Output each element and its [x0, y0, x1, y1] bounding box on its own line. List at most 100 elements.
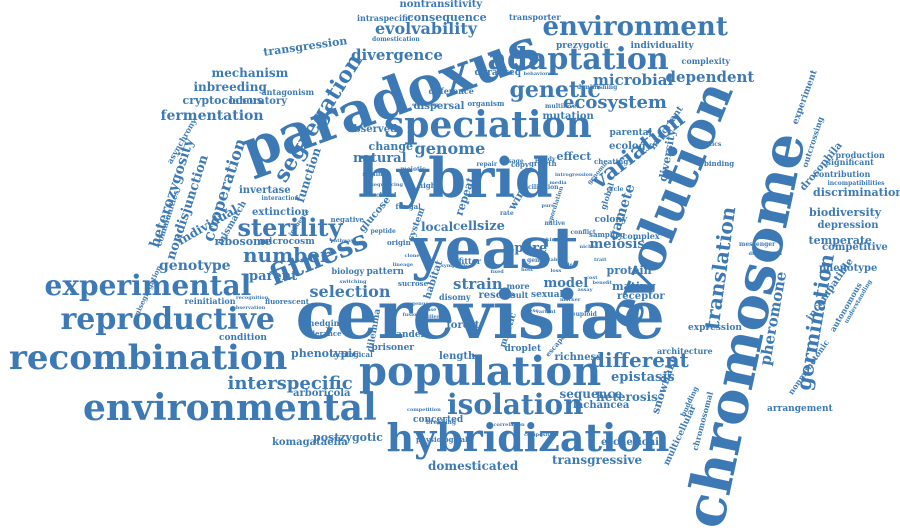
word-environmental: environmental	[83, 387, 377, 429]
word-genome: genome	[414, 139, 486, 158]
word-fixed: fixed	[490, 268, 504, 275]
word-komagataella: komagataella	[272, 437, 348, 448]
word-yeast: yeast	[411, 214, 579, 282]
word-significant: significant	[826, 157, 874, 167]
word-richness: richness	[554, 352, 602, 363]
word-selection: selection	[309, 282, 391, 301]
word-sampling: sampling	[589, 229, 626, 239]
word-escherichia: escherichia	[601, 437, 666, 448]
word-rate: rate	[500, 210, 514, 217]
word-cycle: cycle	[606, 186, 624, 193]
word-transporter: transporter	[509, 12, 561, 22]
word-recombination: recombination	[9, 338, 288, 378]
word-breaking: breaking	[426, 419, 457, 426]
word-clonal: clonal	[376, 192, 397, 199]
word-cost: cost	[586, 274, 598, 281]
word-reinitiation: reinitiation	[184, 296, 236, 306]
word-architecture: architecture	[657, 346, 713, 356]
word-native: native	[544, 220, 566, 227]
word-ploidy: ploidy	[535, 156, 556, 163]
word-natural: natural	[353, 150, 407, 166]
word-fermentation: fermentation	[160, 108, 264, 124]
word-interaction: interaction	[261, 195, 299, 202]
word-media: media	[549, 179, 567, 186]
word-trait: trait	[594, 256, 607, 263]
word-origin: origin	[387, 237, 411, 247]
word-microcosm: microcosm	[259, 236, 315, 247]
word-biology: biology	[331, 266, 365, 276]
word-conflict: conflict	[570, 229, 596, 236]
word-microbial: microbial	[593, 70, 674, 89]
word-concerted: concerted	[413, 414, 464, 425]
word-fitter: fitter	[458, 256, 482, 266]
word-benefit: benefit	[592, 279, 612, 286]
word-ecological: ecological	[333, 349, 373, 359]
word-colony: colony	[594, 214, 628, 225]
word-nontransitivity: nontransitivity	[399, 0, 483, 10]
word-rescue: rescue	[478, 290, 516, 301]
word-phase: phase	[420, 306, 437, 313]
word-gene: gene	[527, 257, 544, 264]
word-prisoner: prisoner	[371, 342, 415, 353]
word-hybrid: hybrid	[357, 146, 553, 210]
word-diminishing: diminishing	[577, 84, 618, 91]
word-sterility: sterility	[237, 213, 343, 242]
word-genetic: genetic	[509, 77, 601, 103]
word-tolerance: tolerance	[304, 328, 342, 338]
word-epistasis: epistasis	[611, 369, 675, 385]
word-phenotypic: phenotypic	[291, 346, 360, 360]
word-variant: variant	[536, 308, 556, 315]
word-multilevel: multilevel	[545, 103, 579, 110]
word-domesticated: domesticated	[428, 459, 519, 473]
word-peptide: peptide	[370, 228, 396, 235]
word-strain: strain	[453, 274, 503, 293]
word-isolation: isolation	[447, 388, 584, 421]
word-aneuploid: aneuploid	[563, 311, 597, 318]
word-meiosis: meiosis	[589, 236, 645, 252]
word-divergence: divergence	[351, 45, 443, 64]
word-stable: stable	[545, 256, 563, 263]
word-high: high	[418, 180, 436, 190]
word-protein: protein	[606, 263, 652, 277]
word-model: model	[543, 275, 589, 291]
word-change: change	[368, 139, 414, 153]
word-sequencing: sequencing	[371, 181, 404, 188]
word-sympatric: sympatric	[441, 262, 469, 269]
word-reproductive: reproductive	[60, 302, 276, 337]
word-local: local	[421, 220, 454, 234]
word-transgressive: transgressive	[552, 453, 643, 467]
word-repair: repair	[476, 161, 498, 168]
word-genus: genus	[411, 300, 429, 307]
word-receptor: receptor	[617, 291, 665, 302]
word-speciation: speciation	[384, 104, 592, 146]
word-sexual: sexual	[531, 289, 563, 300]
word-postzygotic: postzygotic	[313, 430, 383, 444]
word-messenger: messenger	[739, 241, 776, 248]
word-population: population	[359, 348, 602, 395]
word-production: production	[835, 150, 885, 160]
word-introgression: introgression	[555, 171, 593, 178]
word-ribosome: ribosome	[214, 234, 272, 248]
word-recognition: recognition	[236, 294, 269, 301]
word-sucrose: sucrose	[398, 278, 429, 288]
word-composition: composition	[524, 431, 559, 438]
word-heterosis: heterosis	[596, 390, 658, 404]
word-fusion: fusion	[402, 311, 420, 318]
word-ecosystem: ecosystem	[563, 92, 667, 113]
word-strains: strains	[362, 171, 386, 178]
word-marker: marker	[560, 296, 581, 303]
word-lachancea: lachancea	[573, 400, 630, 411]
word-stress: stress	[521, 307, 539, 314]
word-ddradseq: ddradseq	[474, 67, 522, 78]
word-effect: effect	[556, 149, 592, 163]
word-droplet: droplet	[504, 343, 542, 354]
word-pathway: pathway	[330, 237, 354, 244]
word-spore: spore	[507, 240, 548, 256]
word-arrangement: arrangement	[767, 403, 833, 414]
word-niche: niche	[579, 243, 595, 250]
word-dispersal: dispersal	[413, 101, 465, 112]
word-size: size	[477, 218, 505, 234]
word-observed: observed	[347, 124, 398, 135]
word-meiotic: meiotic	[400, 166, 426, 173]
